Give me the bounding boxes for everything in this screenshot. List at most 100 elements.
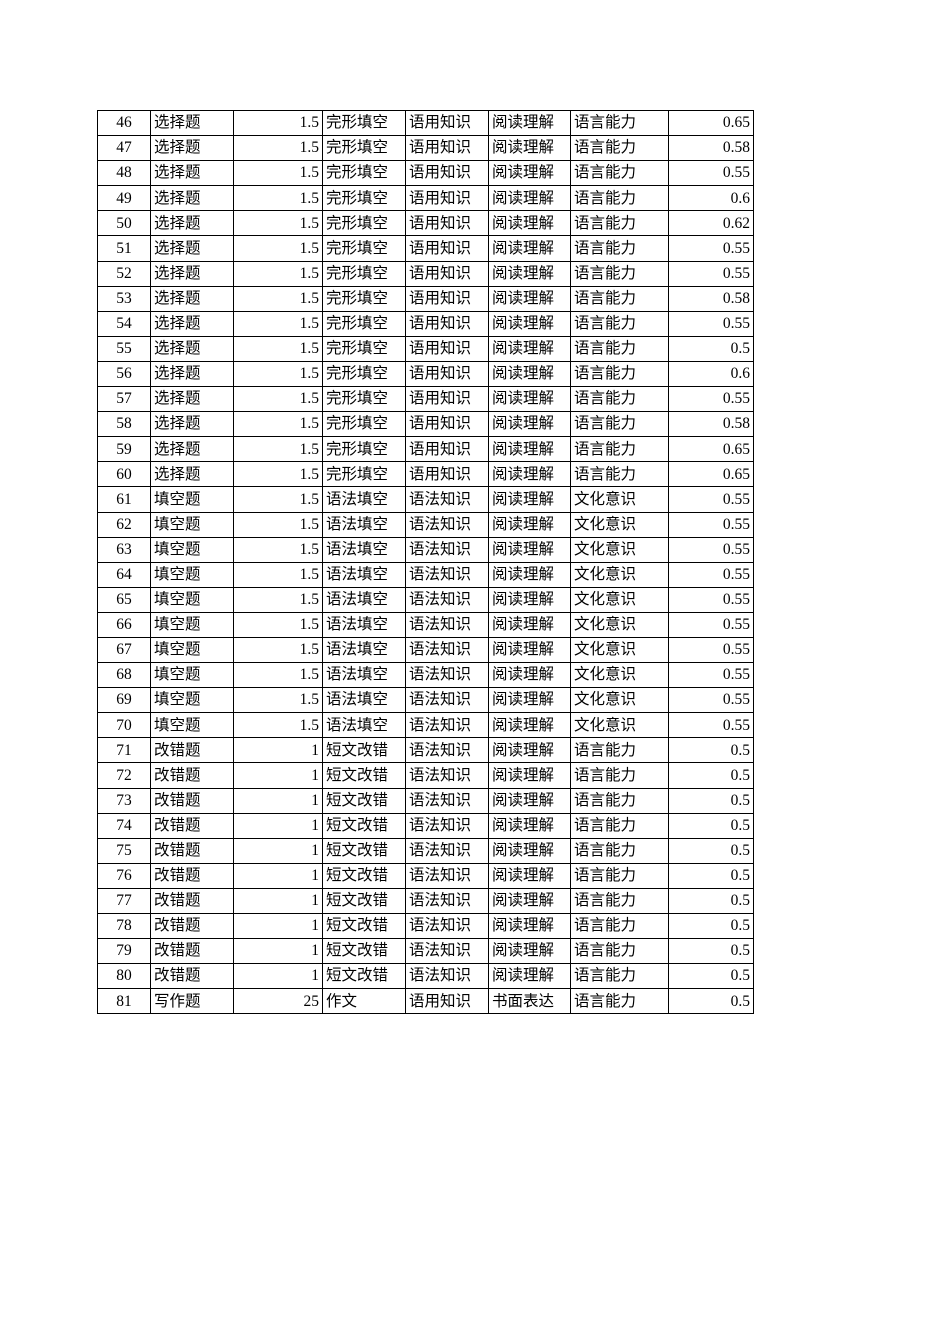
cell-literacy: 语言能力	[570, 411, 669, 438]
table-row: 55 选择题 1.5 完形填空 语用知识 阅读理解 语言能力 0.5	[97, 335, 754, 362]
cell-question_type: 填空题	[150, 662, 234, 689]
cell-question_type: 选择题	[150, 260, 234, 287]
cell-literacy: 语言能力	[570, 912, 669, 940]
table-row: 68 填空题 1.5 语法填空 语法知识 阅读理解 文化意识 0.55	[97, 662, 754, 689]
cell-skill: 阅读理解	[488, 912, 571, 940]
cell-difficulty: 0.65	[668, 461, 754, 488]
cell-skill: 阅读理解	[488, 662, 571, 689]
cell-difficulty: 0.55	[668, 511, 754, 538]
cell-question_type: 改错题	[150, 912, 234, 940]
cell-question_type: 选择题	[150, 185, 234, 212]
cell-skill: 阅读理解	[488, 135, 571, 162]
cell-knowledge: 语法知识	[405, 837, 489, 864]
cell-question_type: 选择题	[150, 386, 234, 413]
table-row: 62 填空题 1.5 语法填空 语法知识 阅读理解 文化意识 0.55	[97, 511, 754, 538]
cell-question_type: 填空题	[150, 511, 234, 538]
cell-section: 短文改错	[322, 787, 406, 814]
cell-knowledge: 语用知识	[405, 310, 489, 337]
table-row: 57 选择题 1.5 完形填空 语用知识 阅读理解 语言能力 0.55	[97, 386, 754, 413]
cell-difficulty: 0.55	[668, 310, 754, 337]
cell-skill: 阅读理解	[488, 611, 571, 638]
cell-section: 完形填空	[322, 360, 406, 388]
cell-question_type: 写作题	[150, 988, 234, 1015]
cell-difficulty: 0.55	[668, 712, 754, 739]
cell-difficulty: 0.55	[668, 636, 754, 664]
cell-section: 语法填空	[322, 611, 406, 638]
cell-skill: 阅读理解	[488, 160, 571, 187]
cell-section: 作文	[322, 988, 406, 1015]
cell-literacy: 语言能力	[570, 938, 669, 965]
cell-difficulty: 0.5	[668, 335, 754, 362]
cell-literacy: 语言能力	[570, 135, 669, 162]
cell-number: 81	[97, 988, 151, 1015]
cell-number: 79	[97, 938, 151, 965]
cell-difficulty: 0.55	[668, 160, 754, 187]
cell-question_type: 选择题	[150, 360, 234, 388]
cell-difficulty: 0.5	[668, 812, 754, 839]
cell-score: 1	[233, 887, 323, 915]
cell-section: 语法填空	[322, 712, 406, 739]
cell-number: 51	[97, 235, 151, 262]
cell-score: 1.5	[233, 285, 323, 312]
cell-score: 1.5	[233, 436, 323, 463]
cell-skill: 阅读理解	[488, 335, 571, 362]
cell-knowledge: 语法知识	[405, 636, 489, 664]
cell-knowledge: 语法知识	[405, 561, 489, 588]
cell-difficulty: 0.65	[668, 109, 754, 137]
table-row: 79 改错题 1 短文改错 语法知识 阅读理解 语言能力 0.5	[97, 938, 754, 965]
table-row: 53 选择题 1.5 完形填空 语用知识 阅读理解 语言能力 0.58	[97, 285, 754, 312]
table-row: 66 填空题 1.5 语法填空 语法知识 阅读理解 文化意识 0.55	[97, 611, 754, 638]
cell-number: 67	[97, 636, 151, 664]
table-row: 52 选择题 1.5 完形填空 语用知识 阅读理解 语言能力 0.55	[97, 260, 754, 287]
cell-score: 1	[233, 762, 323, 789]
cell-difficulty: 0.55	[668, 687, 754, 714]
cell-literacy: 语言能力	[570, 160, 669, 187]
cell-section: 完形填空	[322, 260, 406, 287]
cell-skill: 阅读理解	[488, 436, 571, 463]
cell-number: 64	[97, 561, 151, 588]
table-row: 78 改错题 1 短文改错 语法知识 阅读理解 语言能力 0.5	[97, 912, 754, 940]
cell-question_type: 选择题	[150, 235, 234, 262]
cell-difficulty: 0.5	[668, 963, 754, 990]
cell-difficulty: 0.55	[668, 561, 754, 588]
cell-score: 1.5	[233, 586, 323, 613]
cell-skill: 阅读理解	[488, 411, 571, 438]
table-row: 80 改错题 1 短文改错 语法知识 阅读理解 语言能力 0.5	[97, 963, 754, 990]
cell-number: 54	[97, 310, 151, 337]
cell-question_type: 改错题	[150, 887, 234, 915]
cell-section: 完形填空	[322, 411, 406, 438]
cell-skill: 阅读理解	[488, 486, 571, 513]
cell-skill: 阅读理解	[488, 235, 571, 262]
cell-section: 完形填空	[322, 335, 406, 362]
cell-score: 1	[233, 912, 323, 940]
cell-difficulty: 0.5	[668, 787, 754, 814]
cell-score: 1.5	[233, 662, 323, 689]
table-row: 67 填空题 1.5 语法填空 语法知识 阅读理解 文化意识 0.55	[97, 636, 754, 664]
cell-knowledge: 语法知识	[405, 912, 489, 940]
cell-question_type: 选择题	[150, 210, 234, 237]
cell-score: 1.5	[233, 310, 323, 337]
cell-section: 短文改错	[322, 737, 406, 764]
cell-question_type: 选择题	[150, 160, 234, 187]
cell-score: 1.5	[233, 260, 323, 287]
table-row: 64 填空题 1.5 语法填空 语法知识 阅读理解 文化意识 0.55	[97, 561, 754, 588]
cell-knowledge: 语法知识	[405, 586, 489, 613]
cell-score: 1.5	[233, 611, 323, 638]
cell-knowledge: 语用知识	[405, 185, 489, 212]
cell-section: 短文改错	[322, 837, 406, 864]
cell-difficulty: 0.55	[668, 586, 754, 613]
cell-difficulty: 0.55	[668, 386, 754, 413]
cell-score: 1.5	[233, 235, 323, 262]
cell-skill: 阅读理解	[488, 737, 571, 764]
cell-section: 完形填空	[322, 235, 406, 262]
cell-knowledge: 语法知识	[405, 662, 489, 689]
cell-number: 50	[97, 210, 151, 237]
cell-skill: 阅读理解	[488, 837, 571, 864]
cell-skill: 阅读理解	[488, 461, 571, 488]
cell-knowledge: 语法知识	[405, 787, 489, 814]
cell-number: 73	[97, 787, 151, 814]
cell-knowledge: 语法知识	[405, 511, 489, 538]
cell-difficulty: 0.55	[668, 486, 754, 513]
cell-number: 63	[97, 536, 151, 563]
